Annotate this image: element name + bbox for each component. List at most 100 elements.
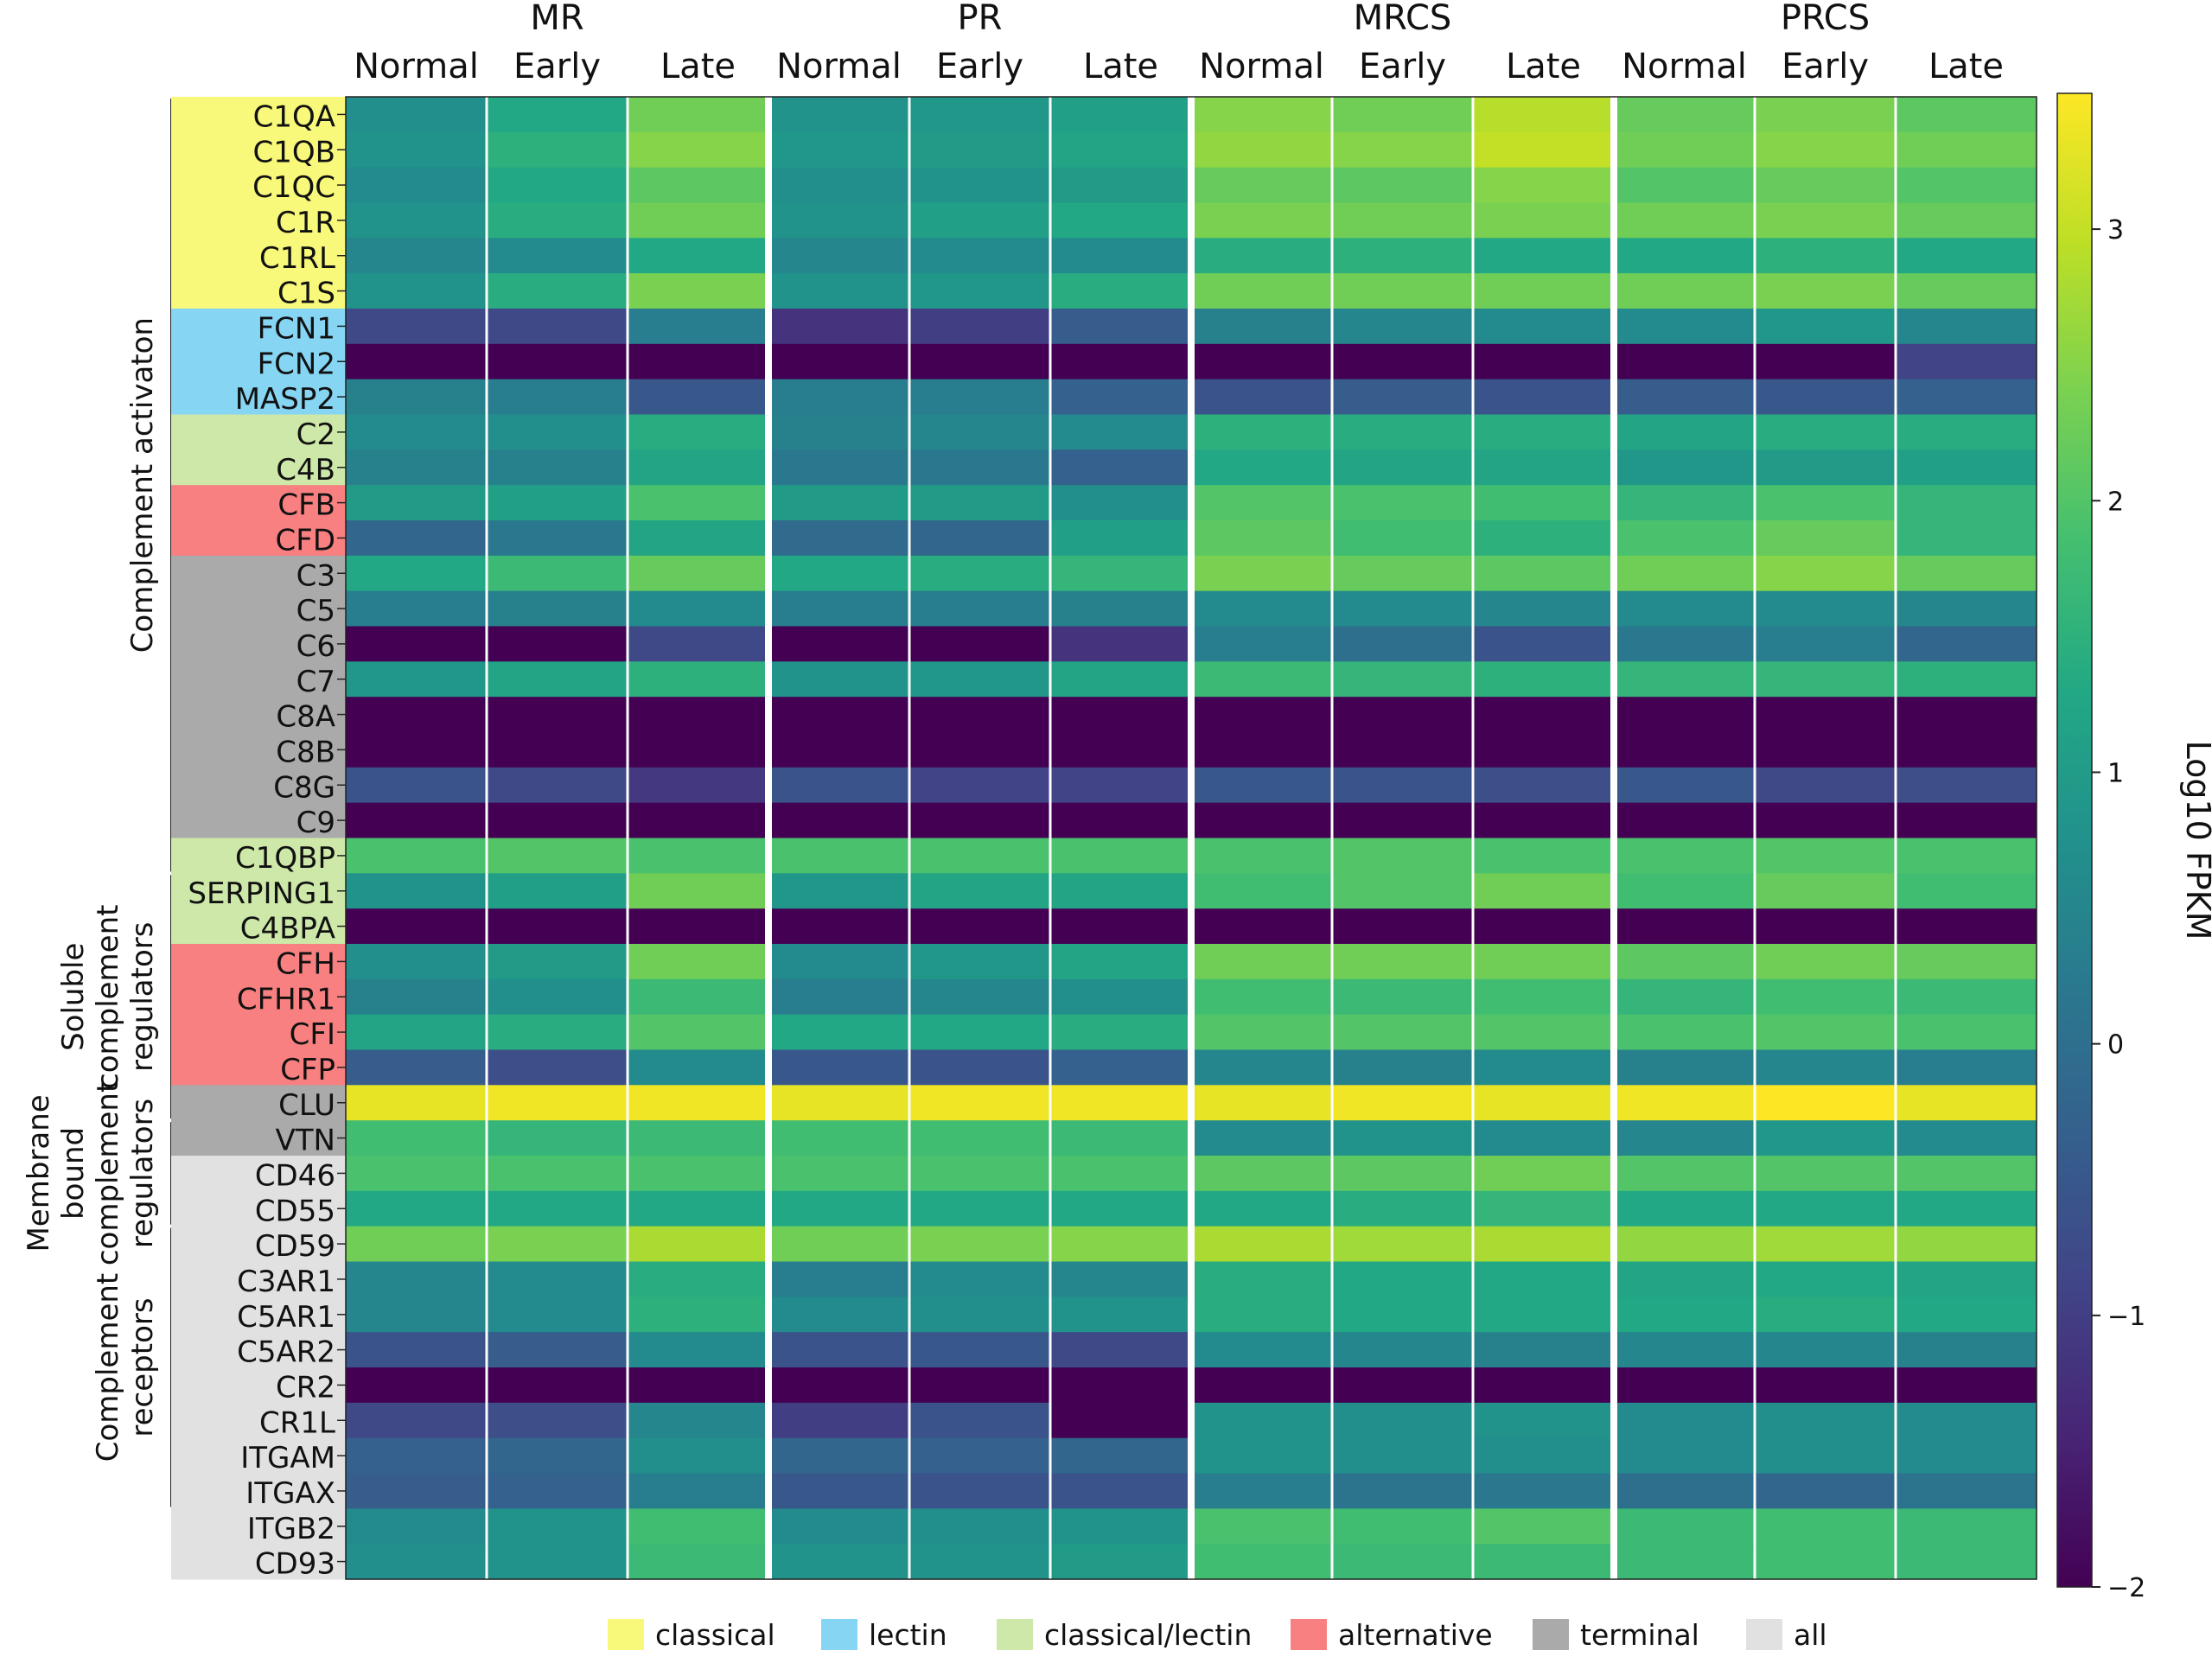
heatmap-cell [1755,1120,1896,1157]
heatmap-cell [1473,1544,1615,1580]
heatmap-cell [1614,1261,1756,1297]
gene-label: CLU [278,1088,335,1123]
heatmap-cell [346,379,488,416]
heatmap-cell [1614,343,1756,380]
heatmap-cell [1614,838,1756,874]
heatmap-cell [1614,661,1756,698]
heatmap-cell [1473,767,1615,804]
gene-label: CFB [277,488,335,523]
heatmap-cell [1050,520,1192,557]
heatmap-cell [1755,131,1896,169]
heatmap-cell [768,238,910,274]
heatmap-cell [1191,802,1333,839]
heatmap-cell [1614,767,1756,804]
heatmap-cell [1050,732,1192,768]
heatmap-cell [1332,661,1474,698]
condition-label: Normal [776,47,902,86]
heatmap-cell [1614,697,1756,733]
heatmap-cell [487,978,628,1016]
section-label: complement [91,905,125,1089]
heatmap-cell [1614,202,1756,239]
heatmap-cell [346,626,488,662]
heatmap-cell [1191,944,1333,980]
heatmap-cell [1191,238,1333,274]
heatmap-cell [1332,1332,1474,1368]
heatmap-cell [346,802,488,839]
section-label: Complement activaton [125,317,160,653]
heatmap-cell [1332,485,1474,521]
heatmap-cell [487,1332,628,1368]
heatmap-cell [628,379,769,416]
heatmap-cell [1191,555,1333,592]
section-label: complement [91,1081,125,1265]
heatmap-cell [628,873,769,909]
heatmap-cell [1332,167,1474,204]
heatmap-cell [628,838,769,874]
heatmap-cell [346,520,488,557]
gene-label: C5 [296,594,335,628]
gene-label: CD93 [255,1547,335,1582]
heatmap-cell [487,1156,628,1192]
heatmap-cell [628,97,769,133]
heatmap-cell [487,1297,628,1333]
heatmap-cell [1332,873,1474,909]
heatmap-cell [1332,520,1474,557]
heatmap-cell [1896,1437,2037,1475]
heatmap-cell [346,1367,488,1404]
heatmap-cell [909,1014,1051,1051]
heatmap-cell [346,732,488,768]
heatmap-cell [1332,238,1474,274]
heatmap-cell [1614,908,1756,945]
heatmap-cell [1896,273,2037,309]
heatmap-cell [1473,414,1615,450]
gene-labels: C1QAC1QBC1QCC1RC1RLC1SFCN1FCN2MASP2C2C4B… [188,99,346,1582]
gene-label: C8A [276,700,335,735]
heatmap-cell [768,1049,910,1086]
colorbar-label: Log10 FPKM [2179,741,2212,940]
heatmap-cell [1191,767,1333,804]
heatmap-cell [768,309,910,345]
gene-label: CFI [290,1017,335,1052]
heatmap-cell [487,732,628,768]
heatmap-cell [1755,1049,1896,1086]
heatmap-cell [1191,1508,1333,1545]
heatmap-cell [346,97,488,133]
heatmap-cell [1050,343,1192,380]
heatmap-cell [1050,1261,1192,1297]
heatmap-cell [1050,309,1192,345]
gene-label: C1R [276,206,335,240]
heatmap-cell [1755,414,1896,450]
gene-label: CFHR1 [237,982,335,1016]
gene-label: C1QC [252,170,335,205]
gene-label: C1QB [253,135,335,169]
heatmap-cell [1755,202,1896,239]
heatmap-cell [628,1085,769,1121]
heatmap-cell [768,1014,910,1051]
heatmap-cell [1755,1156,1896,1192]
heatmap-cell [1755,238,1896,274]
heatmap-cell [487,97,628,133]
heatmap-cell [909,1226,1051,1263]
heatmap-cell [1896,1049,2037,1086]
gene-label: C4B [276,453,335,488]
heatmap-cell [628,343,769,380]
heatmap-cell [487,167,628,204]
heatmap-cell [909,1473,1051,1509]
heatmap-cell [1896,838,2037,874]
heatmap-cell [1614,131,1756,169]
heatmap-cell [1332,1437,1474,1475]
heatmap-cell [1191,1156,1333,1192]
heatmap-cell [1473,1508,1615,1545]
group-label: PRCS [1781,0,1870,38]
heatmap-cell [1755,485,1896,521]
heatmap-cell [768,414,910,450]
heatmap-cell [487,1049,628,1086]
heatmap-cell [1614,555,1756,592]
gene-label: C1S [277,277,335,311]
heatmap-cell [1896,1261,2037,1297]
heatmap-cell [346,238,488,274]
gene-label: CFH [276,946,335,981]
heatmap-cell [628,1544,769,1580]
legend-swatch-all [1746,1619,1782,1650]
heatmap-cell [1050,1544,1192,1580]
